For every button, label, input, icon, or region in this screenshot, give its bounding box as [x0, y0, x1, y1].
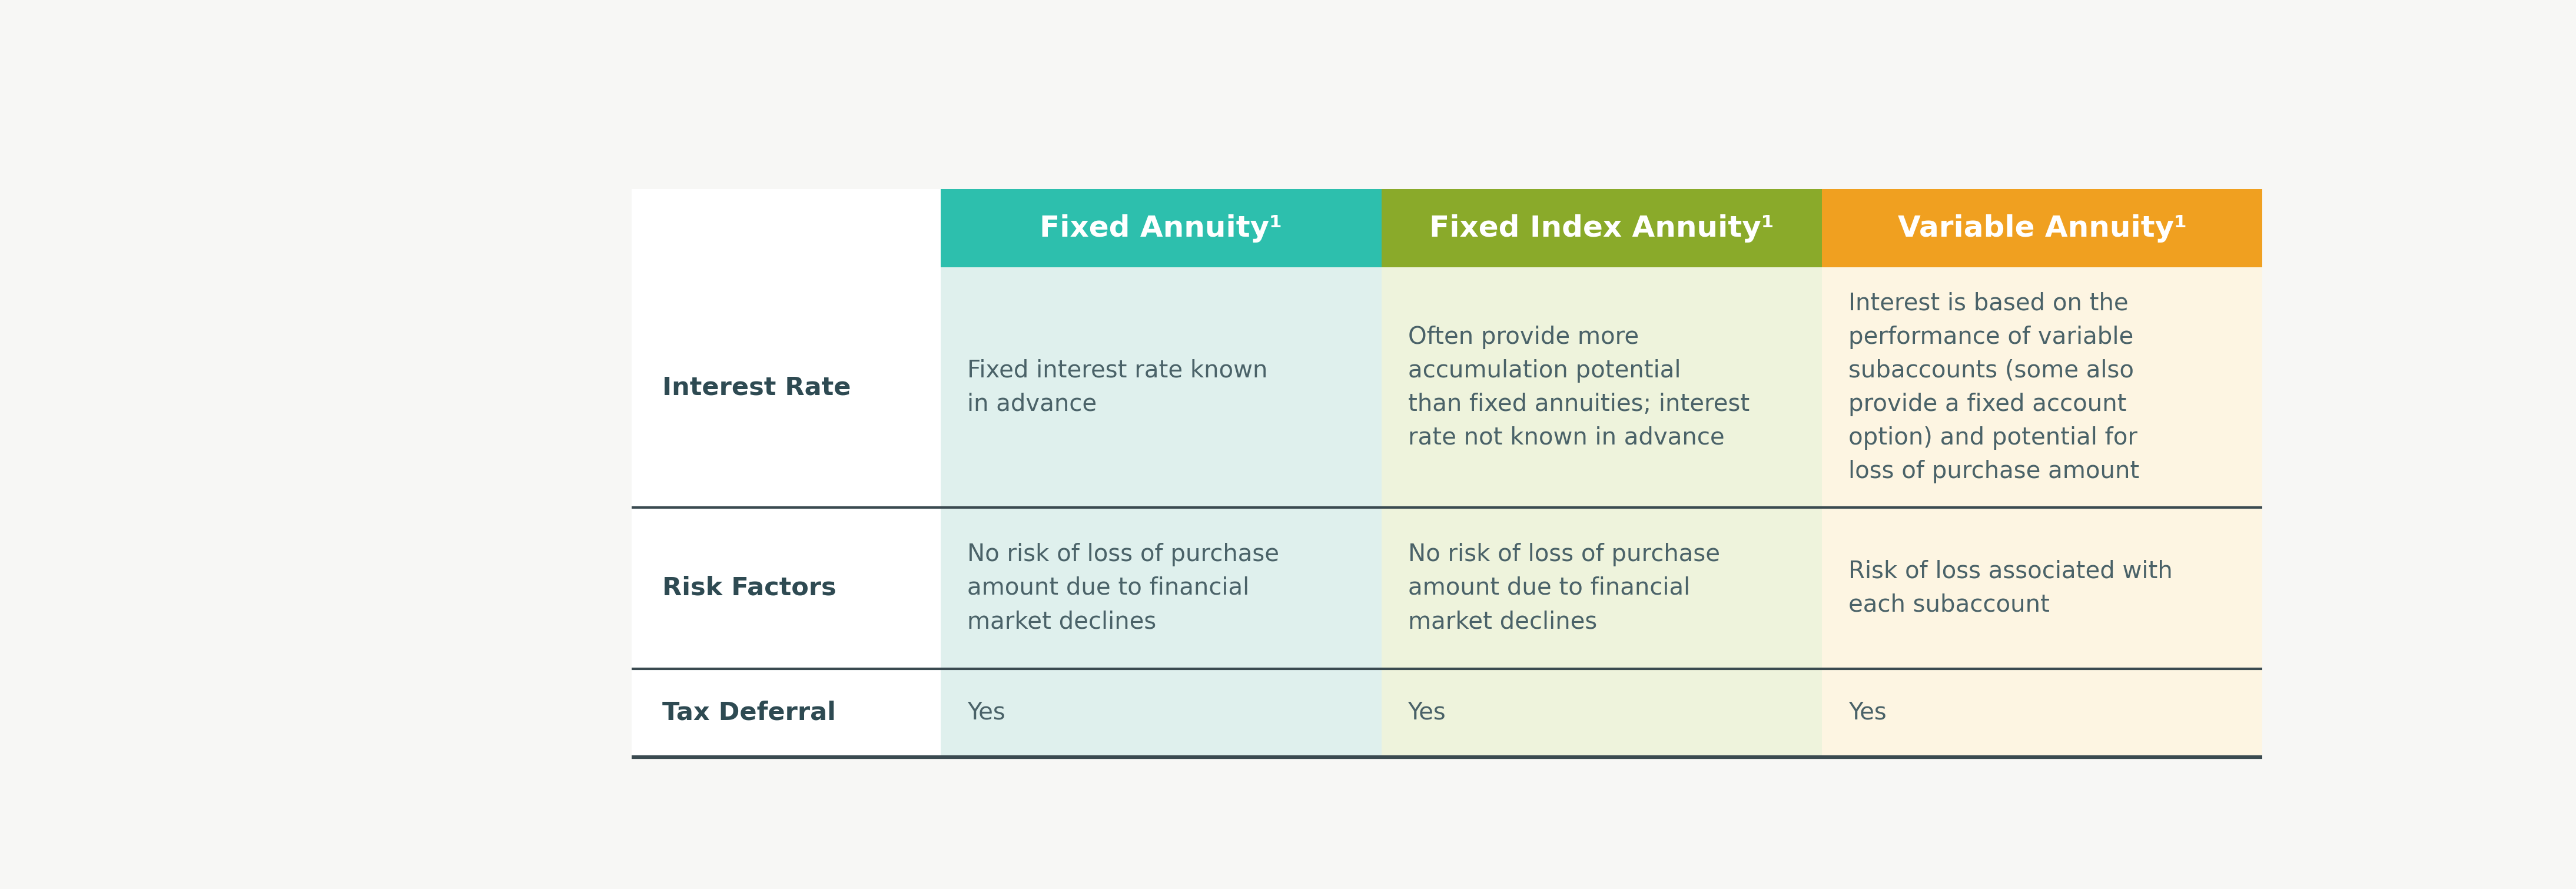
Text: Variable Annuity¹: Variable Annuity¹ [1899, 214, 2187, 243]
FancyBboxPatch shape [1381, 188, 1821, 268]
Text: Often provide more
accumulation potential
than fixed annuities; interest
rate no: Often provide more accumulation potentia… [1409, 325, 1749, 450]
Text: Interest Rate: Interest Rate [662, 375, 850, 400]
Text: Risk of loss associated with
each subaccount: Risk of loss associated with each subacc… [1850, 559, 2172, 617]
Text: Fixed Annuity¹: Fixed Annuity¹ [1041, 214, 1283, 243]
Text: No risk of loss of purchase
amount due to financial
market declines: No risk of loss of purchase amount due t… [969, 543, 1280, 634]
FancyBboxPatch shape [1821, 669, 2262, 757]
FancyBboxPatch shape [631, 268, 940, 508]
Text: Fixed Index Annuity¹: Fixed Index Annuity¹ [1430, 214, 1775, 243]
FancyBboxPatch shape [1381, 669, 1821, 757]
FancyBboxPatch shape [1821, 268, 2262, 508]
Text: Yes: Yes [1409, 701, 1445, 725]
Text: Risk Factors: Risk Factors [662, 576, 837, 600]
Text: No risk of loss of purchase
amount due to financial
market declines: No risk of loss of purchase amount due t… [1409, 543, 1721, 634]
Text: Yes: Yes [1850, 701, 1886, 725]
FancyBboxPatch shape [940, 669, 1381, 757]
FancyBboxPatch shape [1381, 508, 1821, 669]
FancyBboxPatch shape [1821, 188, 2262, 268]
FancyBboxPatch shape [940, 508, 1381, 669]
FancyBboxPatch shape [631, 188, 2262, 757]
FancyBboxPatch shape [940, 268, 1381, 508]
Text: Tax Deferral: Tax Deferral [662, 701, 837, 725]
FancyBboxPatch shape [631, 508, 940, 669]
FancyBboxPatch shape [631, 669, 940, 757]
Text: Interest is based on the
performance of variable
subaccounts (some also
provide : Interest is based on the performance of … [1850, 292, 2138, 484]
FancyBboxPatch shape [940, 188, 1381, 268]
FancyBboxPatch shape [1821, 508, 2262, 669]
FancyBboxPatch shape [1381, 268, 1821, 508]
Text: Fixed interest rate known
in advance: Fixed interest rate known in advance [969, 359, 1267, 416]
Text: Yes: Yes [969, 701, 1005, 725]
